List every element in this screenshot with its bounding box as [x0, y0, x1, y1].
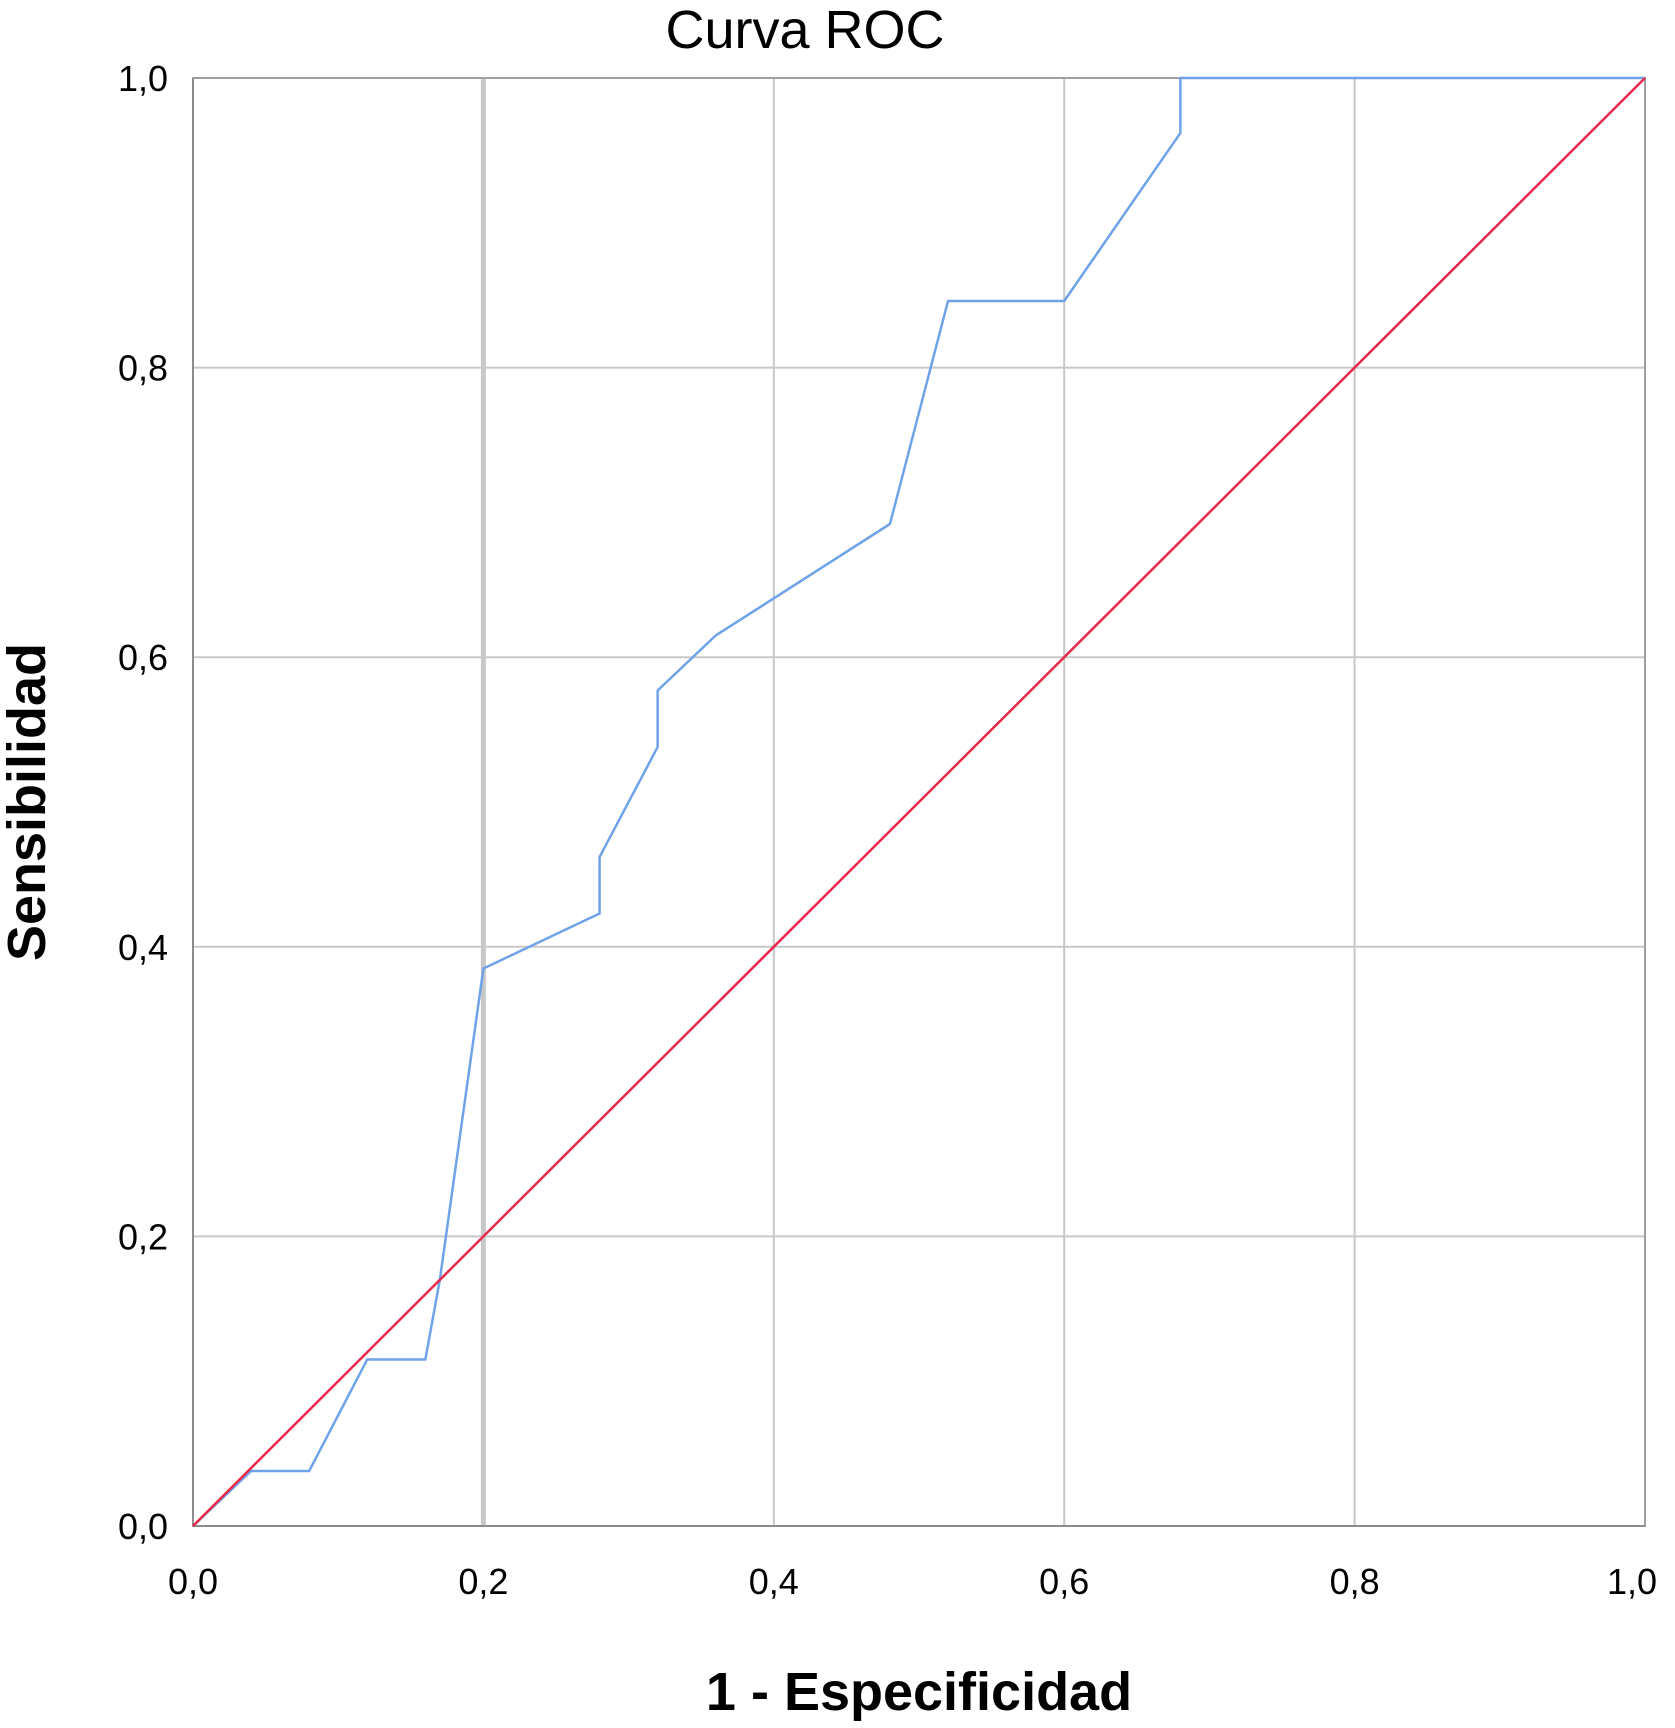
x-tick-label: 1,0 — [1607, 1561, 1657, 1602]
reference-diagonal-line — [192, 77, 1646, 1527]
grid-lines — [193, 78, 1645, 1526]
x-tick-label: 0,2 — [458, 1561, 508, 1602]
series-layer — [192, 76, 1646, 1527]
x-tick-label: 0,6 — [1039, 1561, 1089, 1602]
y-axis-label: Sensibilidad — [0, 643, 57, 961]
x-axis-label: 1 - Especificidad — [706, 1662, 1132, 1722]
x-tick-label: 0,8 — [1330, 1561, 1380, 1602]
y-tick-labels: 0,0 0,2 0,4 0,6 0,8 1,0 — [118, 58, 168, 1547]
y-tick-label: 0,2 — [118, 1216, 168, 1257]
x-tick-label: 0,0 — [168, 1561, 218, 1602]
y-tick-label: 0,0 — [118, 1506, 168, 1547]
y-tick-label: 1,0 — [118, 58, 168, 99]
x-tick-labels: 0,0 0,2 0,4 0,6 0,8 1,0 — [168, 1561, 1657, 1602]
chart-title: Curva ROC — [665, 0, 944, 60]
x-tick-label: 0,4 — [749, 1561, 799, 1602]
roc-curve-line — [192, 76, 1645, 1527]
y-tick-label: 0,6 — [118, 637, 168, 678]
y-tick-label: 0,8 — [118, 348, 168, 389]
y-tick-label: 0,4 — [118, 927, 168, 968]
